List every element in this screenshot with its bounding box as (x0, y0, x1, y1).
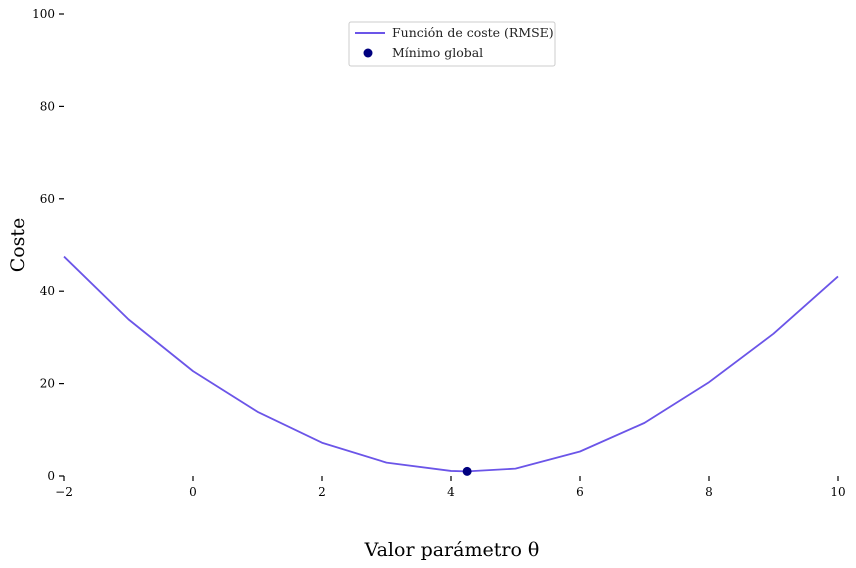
y-tick-label: 80 (40, 99, 55, 113)
series-line-cost-function (63, 255, 839, 473)
y-tick-label: 20 (40, 377, 55, 391)
x-tick-label: 4 (447, 485, 455, 499)
y-axis: 0 20 40 60 80 100 (32, 7, 64, 483)
x-tick-label: 0 (189, 485, 197, 499)
global-minimum-point (462, 466, 472, 476)
legend-marker-swatch (363, 48, 373, 58)
legend-entry-cost: Función de coste (RMSE) (392, 25, 554, 40)
x-tick-label: 8 (705, 485, 713, 499)
y-tick-label: 100 (32, 7, 55, 21)
legend: Función de coste (RMSE) Mínimo global (348, 21, 556, 67)
x-axis: −2 0 2 4 6 8 10 (55, 476, 846, 499)
legend-box (348, 21, 556, 67)
x-tick-label: 10 (830, 485, 845, 499)
x-tick-label: 6 (576, 485, 584, 499)
x-axis-title: Valor parámetro θ (364, 539, 540, 561)
y-tick-label: 40 (40, 284, 55, 298)
x-tick-label: −2 (55, 485, 73, 499)
y-tick-label: 0 (47, 469, 55, 483)
legend-entry-minimum: Mínimo global (392, 45, 483, 60)
y-tick-label: 60 (40, 192, 55, 206)
x-tick-label: 2 (318, 485, 326, 499)
plot-area (63, 255, 839, 476)
y-axis-title: Coste (7, 218, 29, 273)
